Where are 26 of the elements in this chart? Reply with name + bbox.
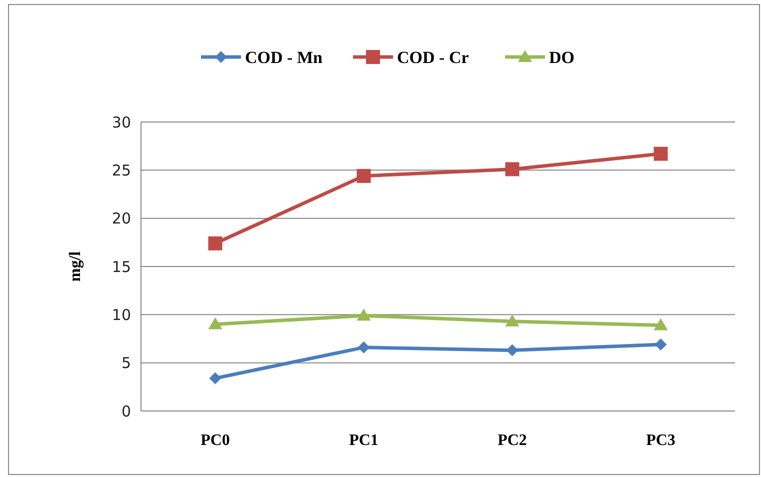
point <box>654 338 667 351</box>
x-tick-label: PC2 <box>498 432 527 449</box>
point <box>505 314 520 326</box>
y-tick-label: 30 <box>112 113 131 132</box>
point <box>505 162 520 176</box>
y-axis-title: mg/l <box>67 250 84 282</box>
legend-label: COD - Mn <box>245 48 323 67</box>
y-tick-label: 10 <box>112 306 131 324</box>
y-tick-label: 25 <box>112 161 131 180</box>
point <box>208 317 222 330</box>
point <box>356 308 371 321</box>
point <box>358 341 370 354</box>
x-tick-label: PC1 <box>349 432 378 449</box>
legend-label: DO <box>549 48 574 67</box>
y-tick-label: 15 <box>112 258 131 276</box>
point <box>208 236 222 250</box>
x-tick-label: PC0 <box>200 432 230 449</box>
point <box>356 168 371 183</box>
y-tick-label: 20 <box>112 210 131 228</box>
point <box>209 372 222 384</box>
y-tick-label: 0 <box>121 402 131 420</box>
point <box>654 146 668 161</box>
point <box>654 318 668 330</box>
y-tick-label: 5 <box>121 354 131 372</box>
x-tick-label: PC3 <box>646 432 676 449</box>
legend-label: COD - Cr <box>397 48 470 67</box>
